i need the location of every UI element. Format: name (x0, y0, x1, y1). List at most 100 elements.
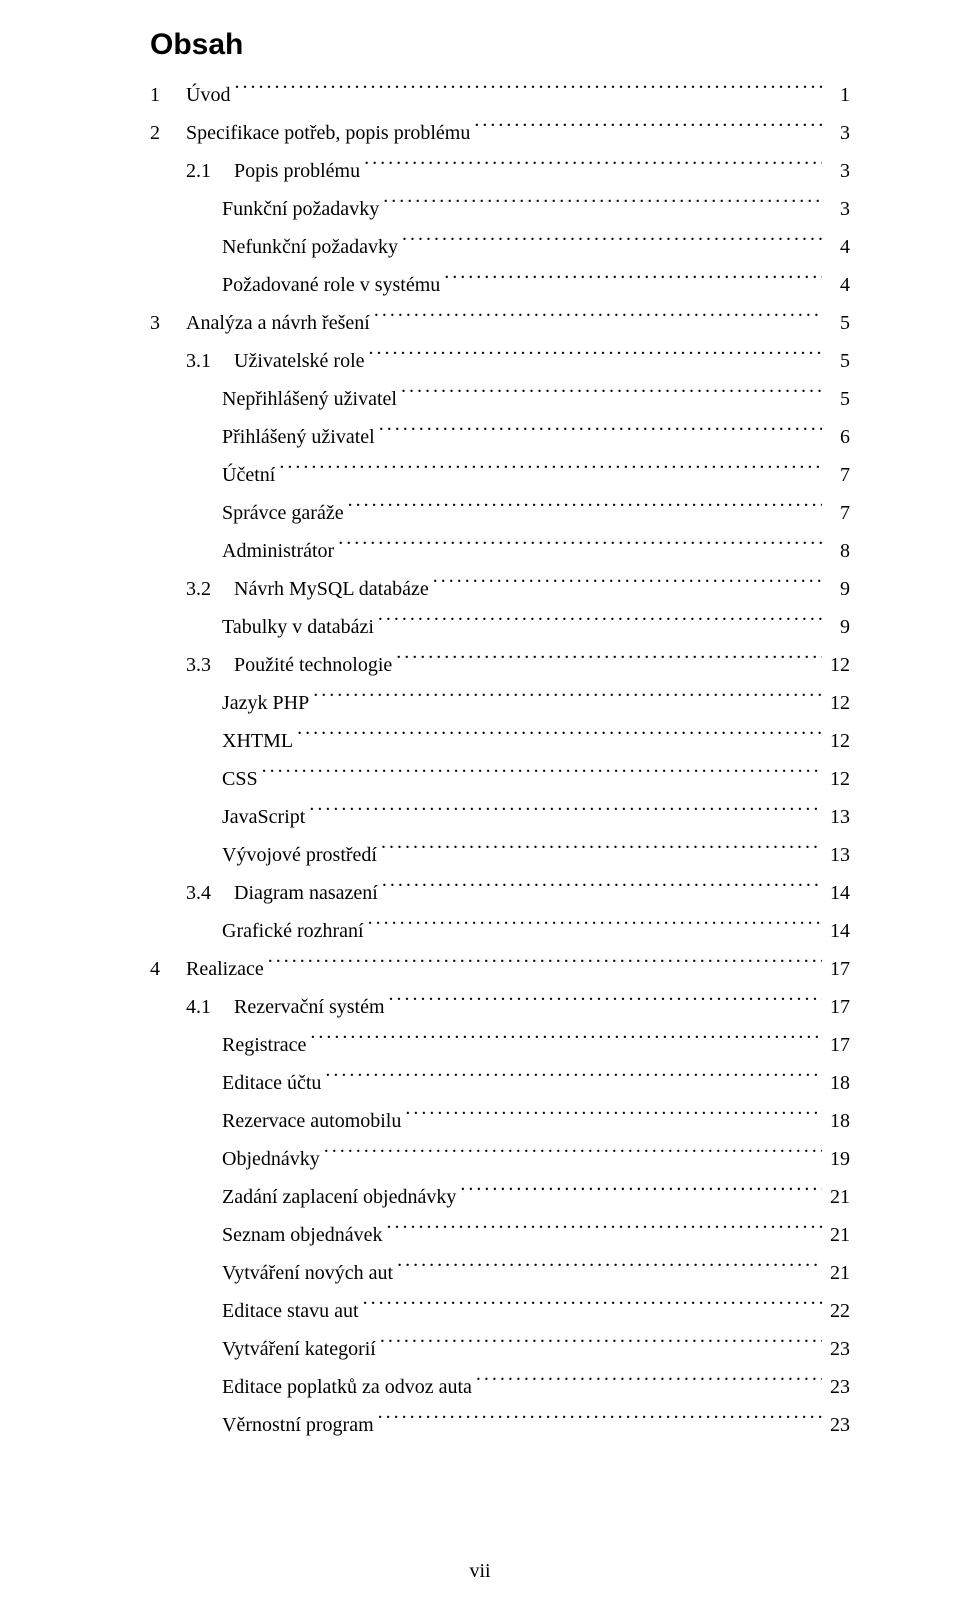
toc-entry-page: 23 (822, 1406, 850, 1444)
toc-entry: Rezervace automobilu 18 (222, 1102, 850, 1140)
toc-leader-dots (268, 953, 822, 975)
toc-entry: Editace poplatků za odvoz auta 23 (222, 1368, 850, 1406)
toc-entry-page: 3 (822, 190, 850, 228)
toc-entry-label: Vývojové prostředí (222, 836, 381, 874)
toc-leader-dots (324, 1143, 822, 1165)
toc-entry: Objednávky 19 (222, 1140, 850, 1178)
toc-leader-dots (325, 1067, 822, 1089)
toc-entry: 3.4Diagram nasazení 14 (186, 874, 850, 912)
toc-leader-dots (382, 877, 822, 899)
toc-entry: Vytváření nových aut 21 (222, 1254, 850, 1292)
toc-entry: Věrnostní program23 (222, 1406, 850, 1444)
toc-entry-page: 21 (822, 1178, 850, 1216)
toc-entry-label: Funkční požadavky (222, 190, 383, 228)
toc-leader-dots (381, 839, 822, 861)
toc-entry-page: 17 (822, 1026, 850, 1064)
toc-leader-dots (262, 763, 822, 785)
toc-leader-dots (234, 79, 822, 101)
toc-leader-dots (313, 687, 822, 709)
toc-entry-label: Editace poplatků za odvoz auta (222, 1368, 476, 1406)
toc-leader-dots (309, 801, 822, 823)
toc-leader-dots (405, 1105, 822, 1127)
toc-leader-dots (363, 1295, 822, 1317)
toc-leader-dots (338, 535, 822, 557)
toc-entry-label: Grafické rozhraní (222, 912, 368, 950)
toc-entry-label: CSS (222, 760, 262, 798)
toc-entry-label: Specifikace potřeb, popis problému (186, 114, 474, 152)
toc-entry-number: 3.4 (186, 874, 234, 912)
toc-entry-page: 8 (822, 532, 850, 570)
toc-leader-dots (378, 611, 822, 633)
toc-entry-page: 14 (822, 874, 850, 912)
toc-entry-label: Nefunkční požadavky (222, 228, 402, 266)
toc-entry-page: 12 (822, 722, 850, 760)
toc-entry: Nepřihlášený uživatel5 (222, 380, 850, 418)
toc-entry-label: Editace účtu (222, 1064, 325, 1102)
toc-leader-dots (279, 459, 822, 481)
toc-entry: Editace stavu aut22 (222, 1292, 850, 1330)
toc-entry: Vytváření kategorií23 (222, 1330, 850, 1368)
toc-leader-dots (310, 1029, 822, 1051)
toc-entry: 3.2Návrh MySQL databáze9 (186, 570, 850, 608)
toc-entry-label: Správce garáže (222, 494, 348, 532)
toc-entry: Účetní7 (222, 456, 850, 494)
toc-entry-page: 12 (822, 760, 850, 798)
toc-title: Obsah (150, 28, 850, 62)
toc-entry: 3.3Použité technologie12 (186, 646, 850, 684)
toc-entry-label: Analýza a návrh řešení (186, 304, 374, 342)
toc-entry-label: Diagram nasazení (234, 874, 382, 912)
toc-entry-page: 23 (822, 1368, 850, 1406)
toc-entry-page: 3 (822, 114, 850, 152)
toc-entry-label: Tabulky v databázi (222, 608, 378, 646)
toc-entry-page: 22 (822, 1292, 850, 1330)
toc-leader-dots (369, 345, 823, 367)
toc-entry-page: 12 (822, 684, 850, 722)
toc-entry-number: 2 (150, 114, 186, 152)
toc-leader-dots (348, 497, 822, 519)
toc-entry-label: Vytváření nových aut (222, 1254, 397, 1292)
toc-entry: XHTML12 (222, 722, 850, 760)
toc-entry-page: 7 (822, 456, 850, 494)
page-footer: vii (0, 1560, 960, 1583)
toc-entry-number: 3.1 (186, 342, 234, 380)
toc-entry-label: Vytváření kategorií (222, 1330, 380, 1368)
toc-entry-page: 5 (822, 380, 850, 418)
toc-entry-page: 18 (822, 1064, 850, 1102)
toc-leader-dots (374, 307, 822, 329)
toc-entry: 1Úvod1 (150, 76, 850, 114)
toc-entry: 2Specifikace potřeb, popis problému 3 (150, 114, 850, 152)
toc-entry-number: 1 (150, 76, 186, 114)
toc-entry: Administrátor8 (222, 532, 850, 570)
toc-entry: Správce garáže7 (222, 494, 850, 532)
toc-entry-page: 21 (822, 1254, 850, 1292)
toc-entry-label: Návrh MySQL databáze (234, 570, 433, 608)
toc-leader-dots (460, 1181, 822, 1203)
toc-leader-dots (444, 269, 822, 291)
toc-entry-number: 3.2 (186, 570, 234, 608)
toc-leader-dots (297, 725, 822, 747)
toc-entry: Vývojové prostředí 13 (222, 836, 850, 874)
toc-entry-label: Zadání zaplacení objednávky (222, 1178, 460, 1216)
toc-entry-page: 13 (822, 798, 850, 836)
toc-entry-page: 3 (822, 152, 850, 190)
toc-entry-label: Popis problému (234, 152, 364, 190)
toc-entry: 2.1Popis problému 3 (186, 152, 850, 190)
toc-entry-page: 12 (822, 646, 850, 684)
toc-entry-label: Objednávky (222, 1140, 324, 1178)
toc-entry-page: 4 (822, 266, 850, 304)
toc-entry-page: 6 (822, 418, 850, 456)
toc-entry-page: 5 (822, 342, 850, 380)
toc-entry: JavaScript13 (222, 798, 850, 836)
toc-entry: 3.1Uživatelské role5 (186, 342, 850, 380)
toc-entry-label: Rezervace automobilu (222, 1102, 405, 1140)
toc-entry-page: 14 (822, 912, 850, 950)
toc-leader-dots (476, 1371, 822, 1393)
toc-leader-dots (378, 1409, 822, 1431)
toc-entry-number: 3 (150, 304, 186, 342)
toc-entry-page: 13 (822, 836, 850, 874)
toc-entry-number: 2.1 (186, 152, 234, 190)
toc-entry-page: 18 (822, 1102, 850, 1140)
toc-entry: CSS 12 (222, 760, 850, 798)
toc-entry-page: 19 (822, 1140, 850, 1178)
toc-entry-page: 4 (822, 228, 850, 266)
